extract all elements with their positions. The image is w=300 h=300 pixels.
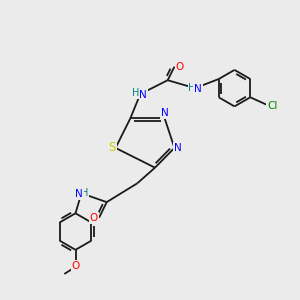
Text: H: H: [81, 188, 88, 198]
Text: S: S: [108, 141, 116, 154]
Text: N: N: [140, 90, 147, 100]
Text: H: H: [132, 88, 140, 98]
Text: N: N: [75, 189, 83, 199]
Text: N: N: [161, 108, 169, 118]
Text: O: O: [71, 261, 80, 271]
Text: Cl: Cl: [267, 101, 278, 111]
Text: H: H: [188, 82, 196, 93]
Text: O: O: [176, 62, 184, 72]
Text: N: N: [194, 84, 202, 94]
Text: O: O: [90, 213, 98, 223]
Text: N: N: [174, 143, 182, 153]
